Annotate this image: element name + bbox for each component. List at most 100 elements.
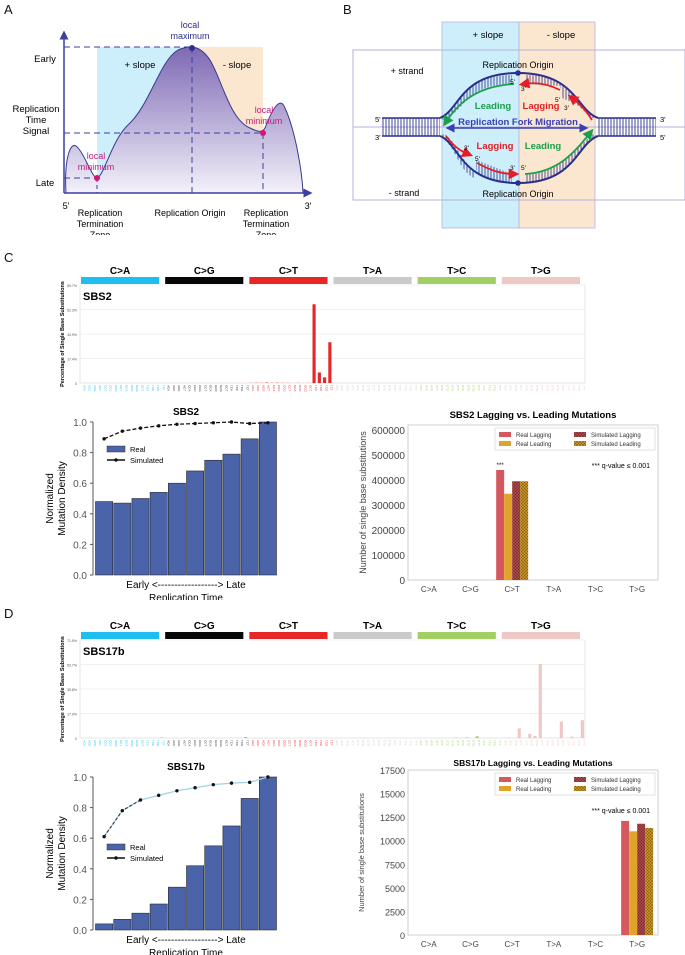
- simulated-point: [175, 789, 179, 793]
- context-label: CTT: [540, 740, 544, 746]
- y-tick-label: 5000: [385, 884, 405, 894]
- y-axis-label: Number of single base substitutions: [358, 431, 368, 574]
- context-label: GCG: [219, 385, 223, 393]
- context-label: GTG: [388, 385, 392, 392]
- context-label: ATT: [351, 740, 355, 746]
- mutation-class-label: C>A: [110, 266, 130, 277]
- legend-marker-simulated: [114, 856, 118, 860]
- profile-bar: [559, 721, 563, 738]
- y-tick-label: 0.0: [73, 926, 87, 937]
- panel-letter-a: A: [4, 2, 13, 17]
- three-prime-label: 3': [305, 201, 312, 211]
- context-label: GTA: [377, 740, 381, 746]
- context-label: TTA: [566, 740, 570, 745]
- panel-a-replication-timing-diagram: Early Replication Time Signal Late + slo…: [13, 20, 313, 235]
- plus-strand-label: + strand: [391, 66, 424, 76]
- mutation-class-bar: [501, 277, 580, 284]
- context-label: TTG: [409, 385, 413, 392]
- context-label: GCA: [125, 740, 129, 747]
- y-tick-label: 1.0: [73, 418, 87, 429]
- legend-label: Simulated Lagging: [591, 433, 641, 439]
- termination-zone-left-label: Zone: [90, 230, 111, 235]
- context-label: TTC: [572, 385, 576, 392]
- y-axis-label: Percentage of Single Base Substitutions: [60, 636, 66, 742]
- y-axis-label: Normalized: [45, 473, 56, 524]
- profile-bar: [528, 733, 532, 738]
- context-label: CCG: [198, 385, 202, 392]
- real-density-bar: [131, 498, 150, 576]
- y-tick-label: 0.8: [73, 449, 87, 460]
- context-label: CTA: [440, 385, 444, 391]
- x-axis-label: Replication Time: [149, 948, 223, 955]
- local-maximum-label: local: [181, 20, 200, 30]
- mutation-class-label: T>C: [447, 266, 466, 277]
- context-label: TTC: [403, 740, 407, 747]
- sbs17b-replication-time-chart: SBS17b 0.0 0.2 0.4 0.6 0.8 1.0 Normalized Mutati…: [45, 762, 277, 955]
- plot-frame: [407, 424, 659, 581]
- mutation-class-label: T>G: [531, 621, 551, 632]
- context-label: CTT: [372, 740, 376, 746]
- context-label: CCG: [282, 385, 286, 392]
- profile-bar: [328, 342, 332, 383]
- five-prime-label: 5': [521, 165, 526, 172]
- simulated-point: [266, 421, 270, 425]
- context-label: CCA: [103, 385, 107, 391]
- minus-slope-label: - slope: [547, 30, 576, 41]
- real-density-bar: [95, 501, 114, 576]
- context-label: TTC: [487, 740, 491, 747]
- plus-slope-label: + slope: [125, 60, 156, 71]
- y-axis-label: Number of single base substitutions: [357, 793, 366, 912]
- context-label: CCA: [272, 740, 276, 746]
- context-label: ACT: [98, 740, 102, 746]
- context-label: ACG: [177, 740, 181, 747]
- termination-zone-left-label: Termination: [77, 219, 124, 229]
- strand-bar-simulated-lagging: [637, 823, 646, 935]
- context-label: GCC: [298, 740, 302, 748]
- context-label: TTG: [577, 385, 581, 392]
- context-label: ATC: [509, 385, 513, 392]
- y-tick-label: 0: [75, 382, 77, 386]
- real-density-bar: [131, 912, 150, 931]
- y-label-early: Early: [34, 54, 56, 65]
- y-tick-label: 0: [399, 576, 405, 587]
- fork-migration-label: Replication Fork Migration: [458, 117, 578, 128]
- context-label: GCA: [293, 740, 297, 747]
- replication-origin-label: Replication Origin: [154, 208, 225, 218]
- context-label: CTC: [361, 385, 365, 392]
- sbs2-profile-chart: C>A C>G C>T T>A T>C T>G 0 17.4% 34.9% 52.3% 69.7%P…: [60, 266, 586, 393]
- y-tick-label: 52.3%: [67, 309, 77, 313]
- simulated-point: [157, 793, 161, 798]
- context-label: ACT: [267, 385, 271, 391]
- profile-bar: [312, 304, 316, 383]
- legend-swatch: [499, 777, 511, 782]
- context-label: TCA: [230, 385, 234, 391]
- five-prime-label: 5': [375, 115, 381, 124]
- plus-slope-label: + slope: [473, 30, 504, 41]
- context-label: ACG: [261, 740, 265, 747]
- mutation-class-bar: [81, 277, 160, 284]
- context-label: GTT: [561, 740, 565, 746]
- x-tick-label: C>T: [504, 940, 519, 949]
- five-prime-label: 5': [63, 201, 70, 211]
- context-label: TCC: [151, 740, 155, 747]
- context-label: TCT: [245, 385, 249, 391]
- context-label: TCC: [319, 740, 323, 747]
- profile-bar: [538, 663, 542, 738]
- real-density-bar: [149, 903, 168, 931]
- significance-marker: ***: [497, 463, 505, 469]
- context-label: TCA: [146, 385, 150, 391]
- context-label: CCG: [114, 740, 118, 747]
- context-label: TTT: [414, 740, 418, 746]
- context-label: CTA: [524, 385, 528, 391]
- context-label: TCT: [161, 740, 165, 746]
- leading-strand-arrow-bottom: [524, 128, 594, 175]
- simulated-point: [138, 426, 143, 430]
- replication-timing-curve: [65, 46, 304, 194]
- simulated-point: [193, 421, 197, 426]
- mutation-class-bar: [333, 632, 412, 639]
- context-label: TTT: [582, 385, 586, 391]
- simulated-point: [229, 420, 234, 424]
- real-density-bar: [259, 776, 277, 931]
- strand-bar-real-lagging: [621, 820, 630, 935]
- lagging-strand-arrow-top: [518, 77, 561, 91]
